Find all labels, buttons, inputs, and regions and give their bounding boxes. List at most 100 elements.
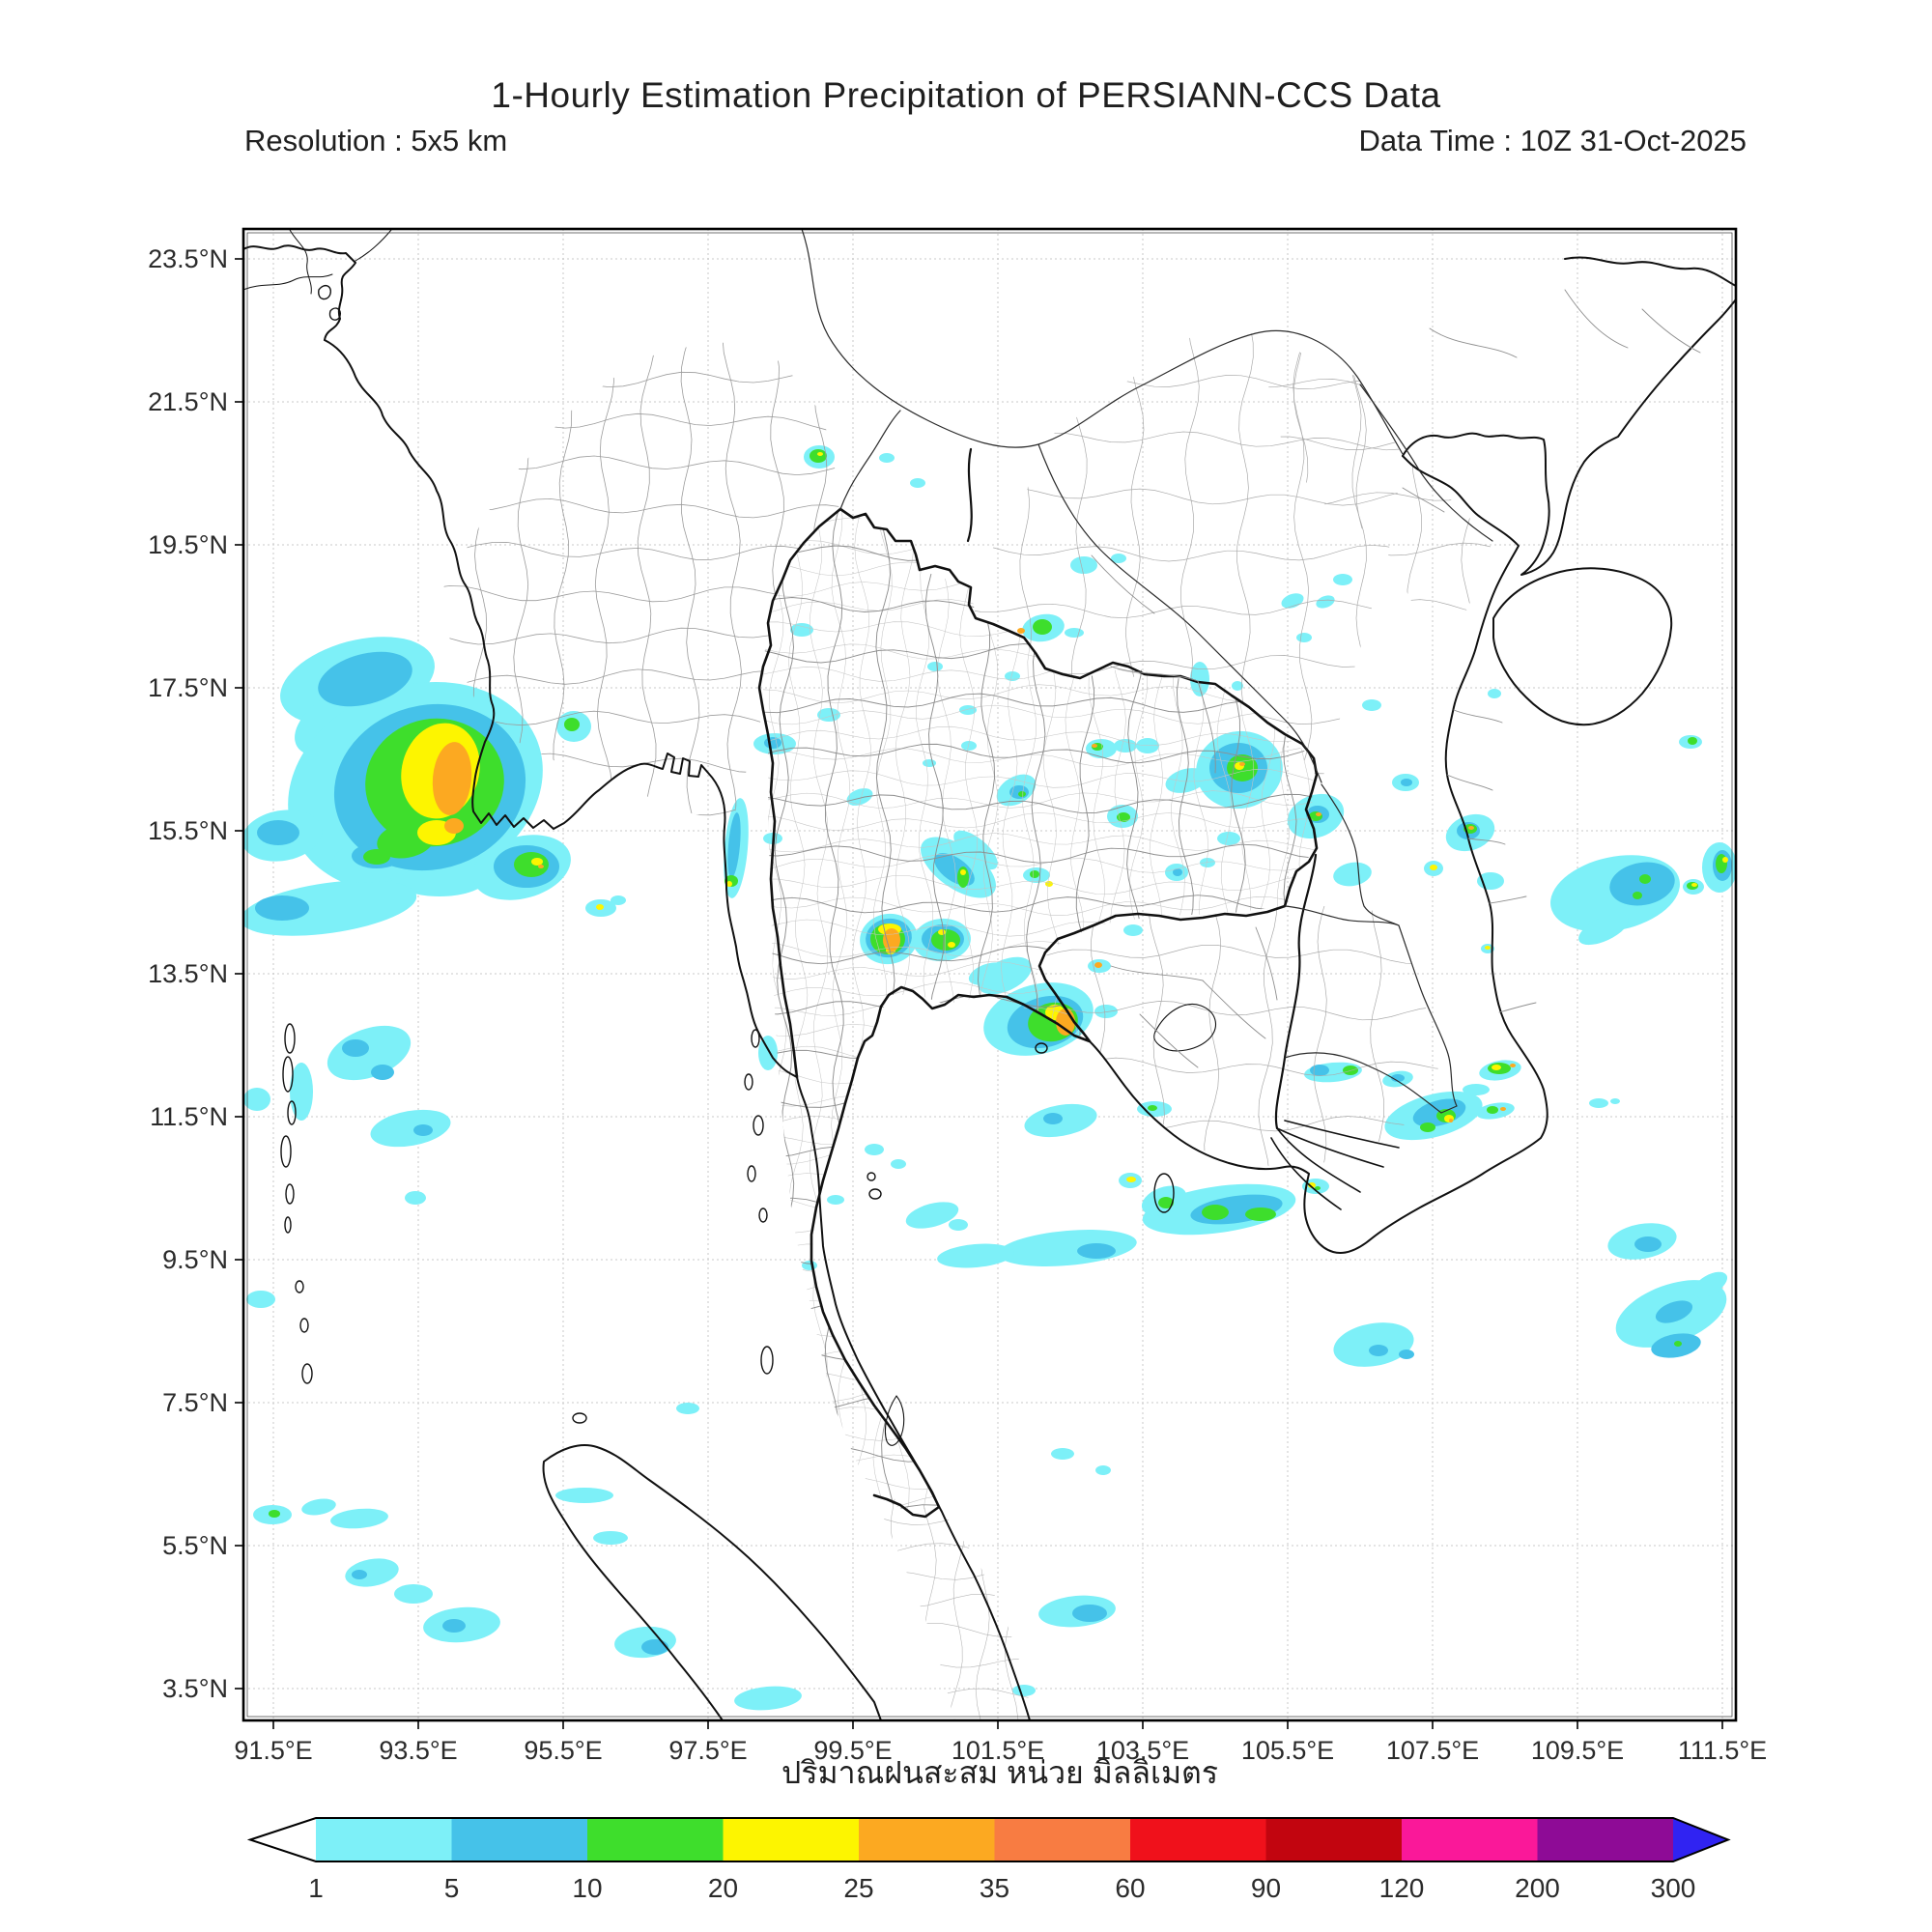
precip-cell-level-10: [1487, 1106, 1498, 1114]
precip-cell-level-1: [961, 741, 977, 751]
precip-cell-level-1: [676, 1403, 699, 1414]
colorbar-segment: [1130, 1818, 1267, 1861]
colorbar: 1 5 10 20 25 35 60 90 120 200 300: [246, 1817, 1731, 1903]
x-tick-label: 95.5°E: [524, 1736, 602, 1765]
precip-cell-level-5: [1077, 1243, 1116, 1259]
coastlines-and-borders: [243, 229, 1736, 1720]
precip-cell-level-25: [1500, 1107, 1506, 1111]
precip-cell-level-1: [846, 788, 873, 806]
precip-cell-level-1: [802, 1261, 817, 1270]
admin-mesh-region: [971, 333, 1402, 782]
precip-cell-level-5: [1369, 1345, 1388, 1356]
colorbar-tick-label: 10: [572, 1873, 602, 1903]
precip-cell-level-1: [1094, 1005, 1118, 1018]
colorbar-segment: [994, 1818, 1131, 1861]
colorbar-tick-label: 20: [708, 1873, 738, 1903]
precip-cell-level-20: [726, 881, 732, 887]
precip-cell-level-1: [1316, 595, 1335, 609]
datatime-label: Data Time : 10Z 31-Oct-2025: [1358, 124, 1747, 157]
precip-cell-level-1: [1281, 593, 1304, 609]
precip-cell-level-1: [734, 1686, 802, 1711]
precip-cell-level-1: [345, 1558, 399, 1587]
coastline-bangladesh: [243, 244, 356, 341]
precip-cell-level-10: [564, 718, 580, 731]
precip-cell-level-5: [1634, 1236, 1662, 1252]
precip-cell-level-1: [1589, 1098, 1608, 1108]
island-mergui-1: [751, 1029, 760, 1048]
precip-cell-level-1: [1200, 858, 1215, 867]
x-tick-label: 99.5°E: [813, 1736, 892, 1765]
precip-cell-level-10: [1158, 1197, 1174, 1208]
colorbar-segment: [859, 1818, 996, 1861]
admin-cambodia: [1110, 926, 1278, 1068]
island-andaman-3: [287, 1100, 297, 1125]
precip-cell-level-1: [790, 623, 813, 637]
precip-cell-level-20: [531, 858, 543, 866]
x-tick-label: 93.5°E: [379, 1736, 457, 1765]
map-frame: 91.5°E 93.5°E 95.5°E 97.5°E 99.5°E 101.5°E 103…: [148, 227, 1767, 1765]
river-red: [1359, 384, 1493, 542]
precip-cell-level-1: [879, 453, 895, 463]
precip-cell-level-10: [1343, 1065, 1358, 1075]
precip-cell-level-10: [1315, 1186, 1321, 1190]
precip-cell-level-10: [1030, 870, 1039, 878]
precip-cell-level-1: [959, 705, 977, 715]
precip-cell-level-1: [394, 1584, 433, 1604]
precip-cell-level-10: [514, 852, 549, 877]
precip-cell-level-20: [596, 904, 604, 910]
island-mergui-2: [744, 1073, 753, 1091]
precip-cell-level-1: [405, 1191, 426, 1205]
x-tick-label: 91.5°E: [234, 1736, 312, 1765]
precip-cell-level-20: [948, 942, 955, 948]
precip-cell-level-25: [1092, 744, 1097, 748]
x-tick-label: 105.5°E: [1241, 1736, 1334, 1765]
precip-cell-level-10: [1688, 737, 1697, 745]
coastline-cambodia-vietnam: [1089, 455, 1548, 1254]
precip-cell-level-25: [538, 865, 544, 868]
colorbar-tick-label: 200: [1515, 1873, 1560, 1903]
island-mergui-5: [758, 1208, 768, 1223]
precip-cell-level-1: [953, 830, 998, 870]
precip-cell-level-1: [998, 1230, 1137, 1266]
precip-cell-level-5: [318, 651, 412, 707]
precip-cell-level-1: [243, 1088, 270, 1111]
precip-cell-level-25: [883, 928, 900, 952]
precip-cell-level-1: [949, 1219, 968, 1231]
colorbar-tick-label: 5: [444, 1873, 460, 1903]
coastline-myanmar-peninsula: [324, 339, 1031, 1720]
y-tick-label: 21.5°N: [148, 387, 228, 416]
y-tick-label: 5.5°N: [162, 1531, 228, 1560]
coastline-sumatra: [542, 1443, 882, 1720]
coastline-guangdong: [1564, 256, 1736, 287]
precip-cell-level-1: [1070, 556, 1097, 574]
y-tick-label: 11.5°N: [150, 1102, 228, 1131]
precip-cell-level-1: [1488, 689, 1501, 698]
precip-cell-level-25: [432, 742, 472, 815]
precip-cell-level-5: [764, 737, 781, 749]
precip-cell-level-1: [1111, 554, 1126, 563]
island-andaman-6: [284, 1216, 292, 1234]
precip-cell-level-20: [1485, 946, 1491, 950]
island-andaman-2: [282, 1056, 294, 1093]
colorbar-under-arrow: [250, 1818, 316, 1861]
island-kochang: [1035, 1042, 1048, 1054]
precip-cell-level-5: [1391, 1074, 1405, 1082]
precip-cell-level-1: [1463, 1084, 1490, 1095]
border-cambodia-laos-vietnam: [1284, 905, 1458, 1114]
precip-cell-level-1: [865, 1144, 884, 1155]
map-border-outer: [242, 227, 1738, 1722]
precip-cell-level-1: [937, 1243, 1014, 1268]
island-phuket: [760, 1346, 774, 1375]
precip-cell-level-10: [810, 449, 827, 463]
precip-cell-level-5: [1173, 868, 1182, 876]
precip-cell-level-1: [290, 1063, 313, 1121]
precip-cell-level-10: [1018, 791, 1026, 797]
precip-cell-level-20: [1722, 857, 1728, 863]
precip-cell-level-1: [1296, 633, 1312, 642]
precip-cell-level-1: [1217, 832, 1240, 845]
lake-tonlesap: [1153, 1004, 1216, 1052]
precip-cell-level-1: [977, 956, 1033, 995]
precip-cell-level-20: [938, 929, 946, 935]
island-mergui-3: [753, 1115, 764, 1136]
